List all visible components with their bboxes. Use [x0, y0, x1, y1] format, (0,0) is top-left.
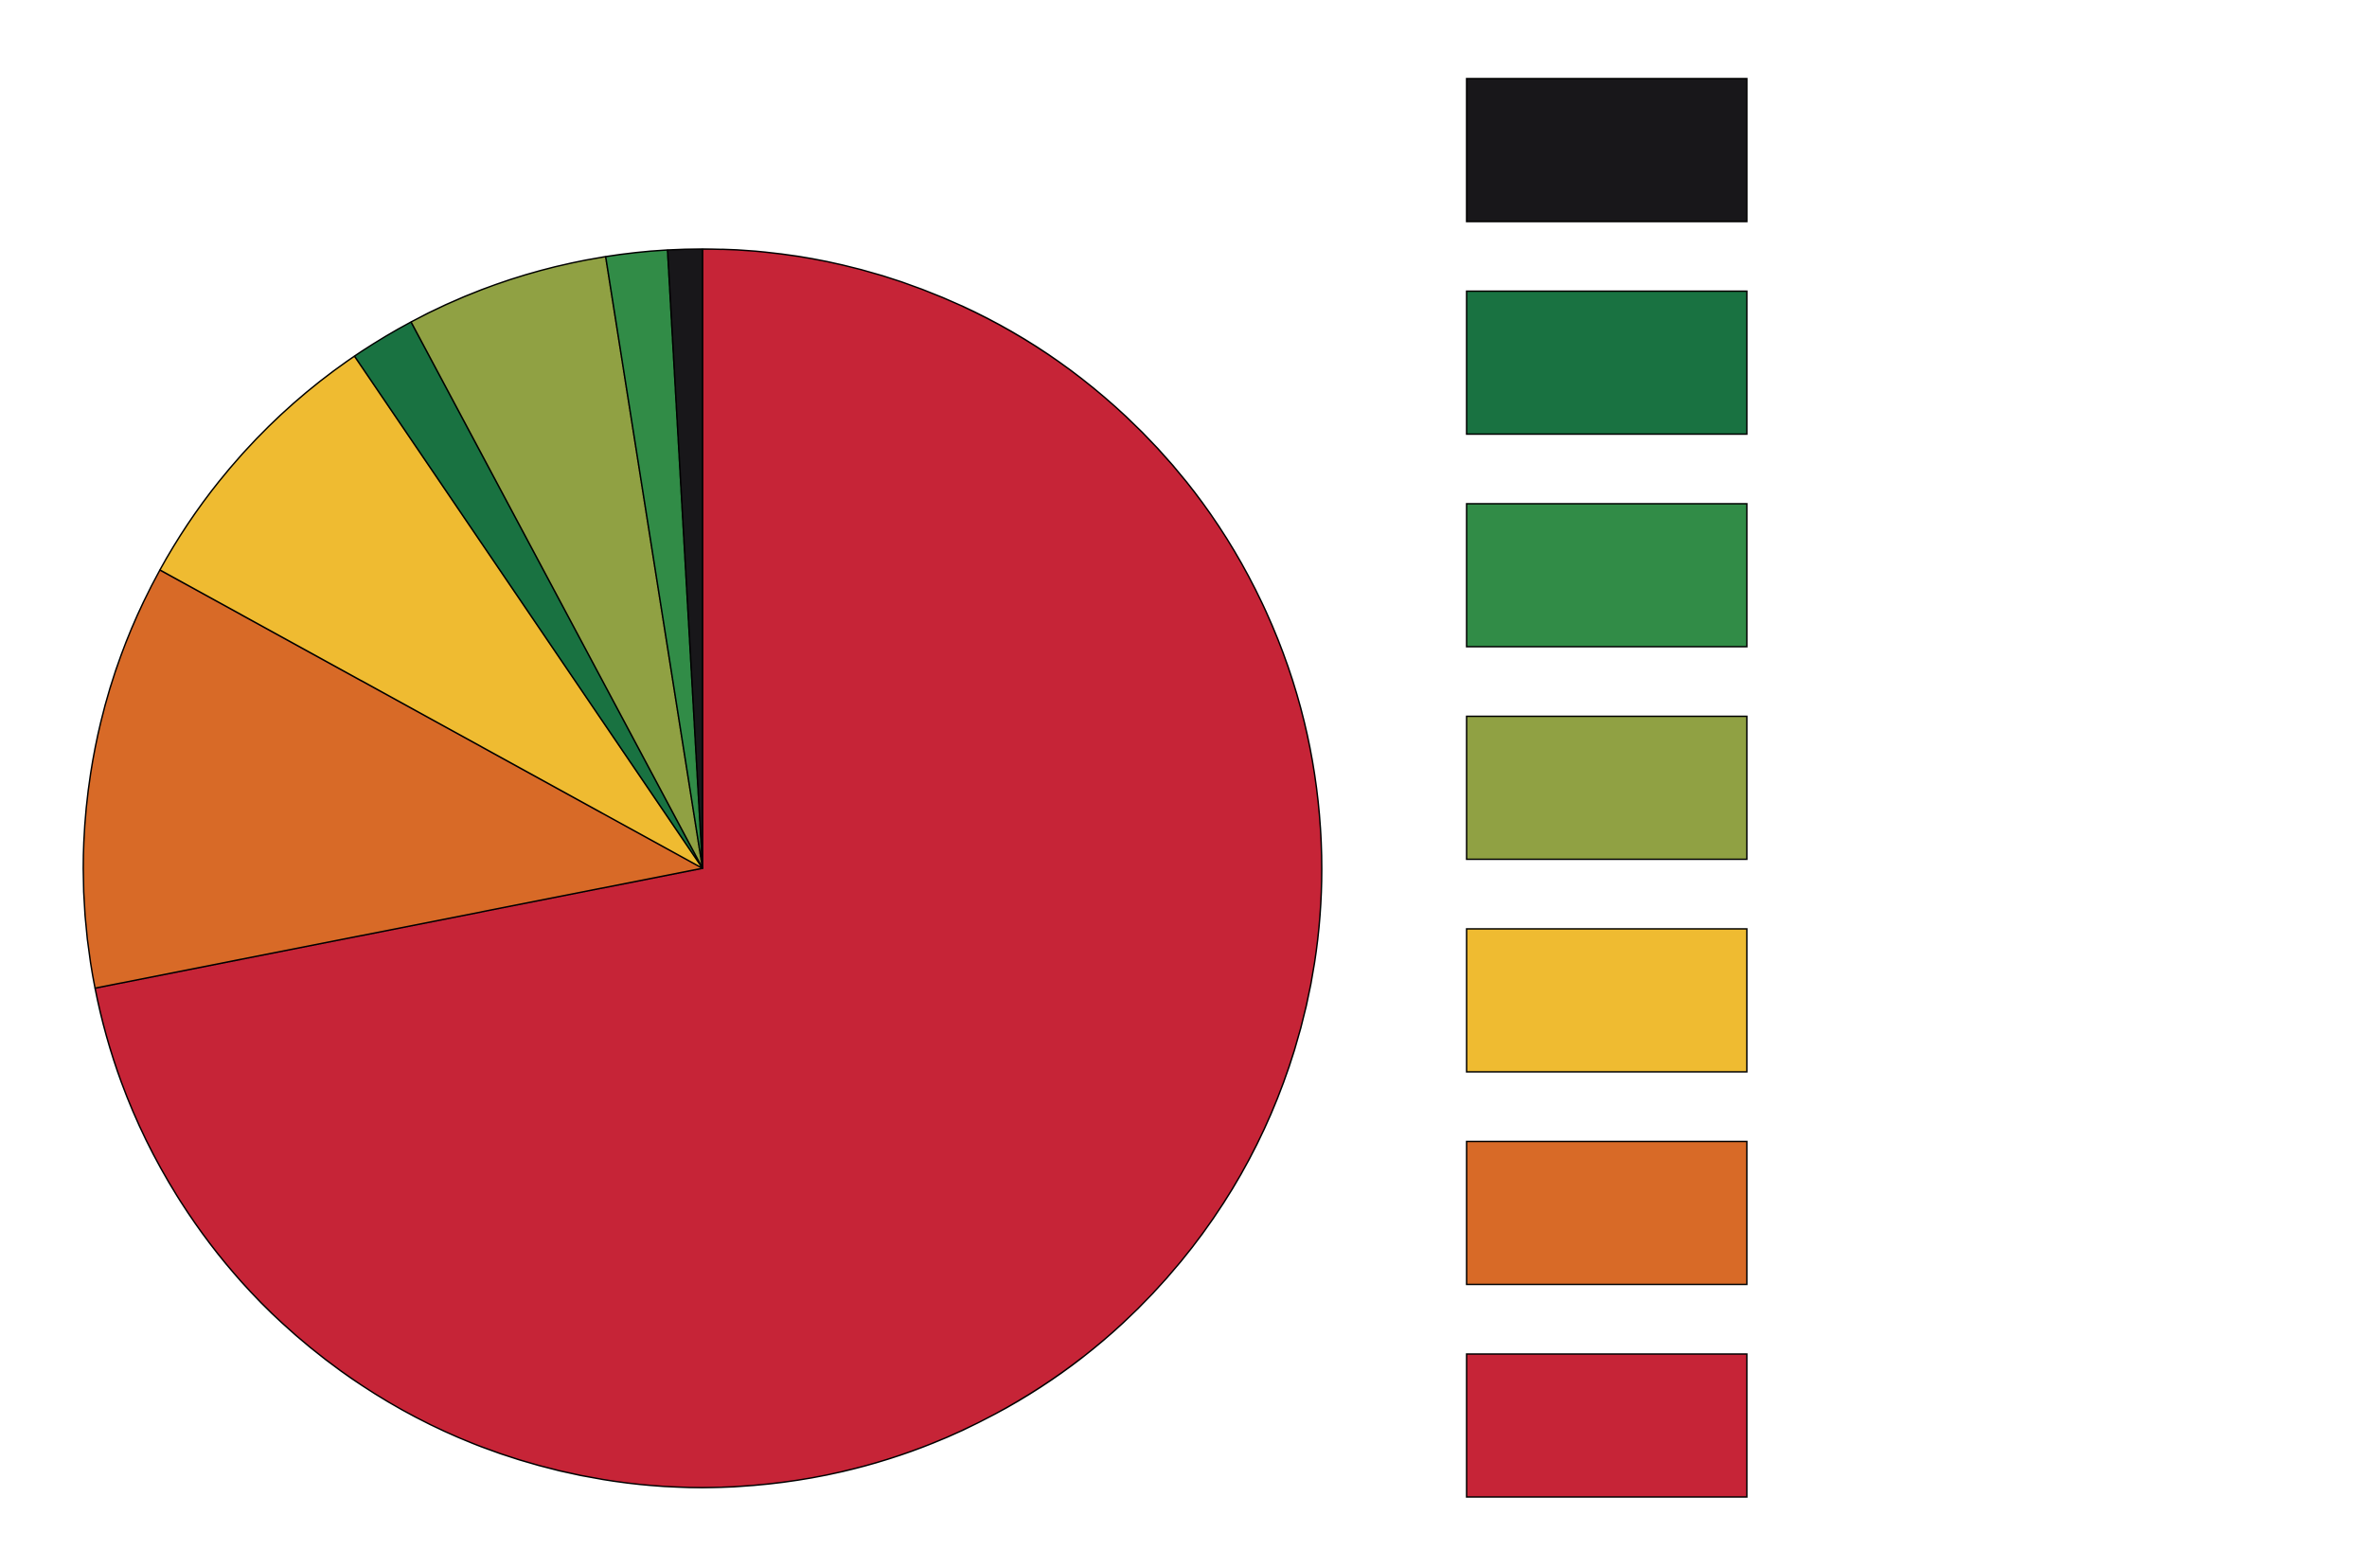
pie-slice: [667, 248, 703, 869]
legend-swatch: [1466, 1353, 1748, 1498]
pie-slice: [94, 248, 1323, 1488]
pie-slice: [159, 355, 703, 869]
legend-swatch: [1466, 290, 1748, 436]
legend-swatch: [1466, 503, 1748, 648]
legend-swatch: [1466, 1140, 1748, 1286]
legend-swatch: [1466, 928, 1748, 1073]
pie-slice: [82, 569, 703, 989]
legend-swatch: [1466, 715, 1748, 861]
legend-swatch: [1466, 78, 1748, 223]
